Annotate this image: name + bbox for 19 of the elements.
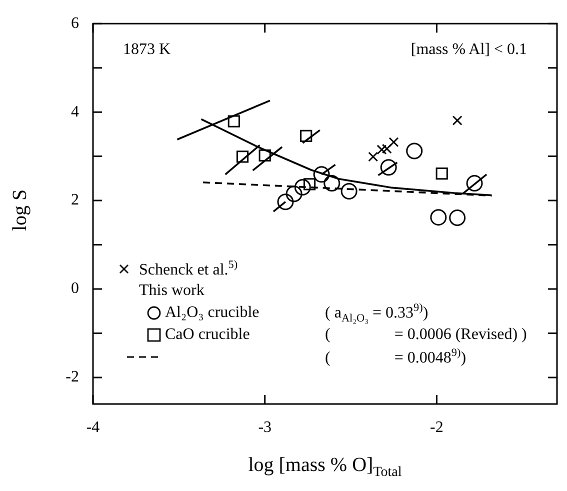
y-tick-label: 2: [71, 192, 79, 209]
annotation: [mass % Al] < 0.1: [410, 41, 527, 58]
x-tick-label: -2: [430, 418, 444, 436]
x-tick-label: -3: [258, 418, 272, 436]
y-tick-label: -2: [66, 368, 79, 386]
annotation: 1873 K: [123, 41, 171, 58]
y-tick-label: 4: [71, 103, 79, 120]
legend-label: Schenck et al.$^{5)}$: [139, 258, 238, 280]
y-tick-label: 0: [71, 280, 79, 298]
annotation: ( = 0.0048$^{9)}$): [325, 346, 466, 368]
x-tick-label: -4: [86, 418, 100, 436]
annotation: ( = 0.0006 (Revised) ): [325, 326, 527, 344]
y-tick-label: 6: [71, 14, 79, 32]
annotation: This work: [138, 281, 206, 301]
y-axis-title: log S: [9, 189, 31, 231]
legend-label: Al₂O₃ crucible: [165, 304, 260, 322]
legend-label: CaO crucible: [165, 326, 251, 344]
x-axis-title: log [mass % O]$_{Total}$: [247, 454, 403, 480]
annotation: ( a$_{Al₂O₃}$ = 0.33$^{9)}$): [325, 302, 428, 324]
